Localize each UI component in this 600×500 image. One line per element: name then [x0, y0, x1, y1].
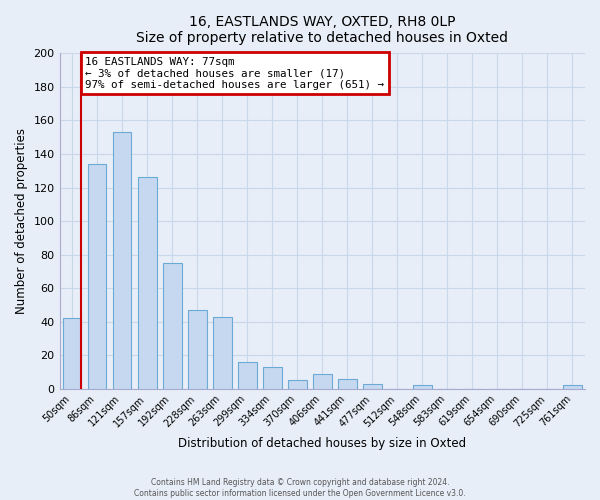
Bar	[113, 132, 131, 389]
Bar	[188, 310, 206, 389]
Bar	[88, 164, 106, 389]
Bar	[62, 318, 82, 389]
Bar	[163, 263, 182, 389]
Text: 16 EASTLANDS WAY: 77sqm
← 3% of detached houses are smaller (17)
97% of semi-det: 16 EASTLANDS WAY: 77sqm ← 3% of detached…	[85, 56, 384, 90]
Bar	[138, 178, 157, 389]
X-axis label: Distribution of detached houses by size in Oxted: Distribution of detached houses by size …	[178, 437, 466, 450]
Bar	[213, 316, 232, 389]
Text: Contains HM Land Registry data © Crown copyright and database right 2024.
Contai: Contains HM Land Registry data © Crown c…	[134, 478, 466, 498]
Bar	[563, 386, 582, 389]
Bar	[263, 367, 281, 389]
Title: 16, EASTLANDS WAY, OXTED, RH8 0LP
Size of property relative to detached houses i: 16, EASTLANDS WAY, OXTED, RH8 0LP Size o…	[136, 15, 508, 45]
Bar	[338, 378, 356, 389]
Y-axis label: Number of detached properties: Number of detached properties	[15, 128, 28, 314]
Bar	[238, 362, 257, 389]
Bar	[363, 384, 382, 389]
Bar	[288, 380, 307, 389]
Bar	[413, 386, 432, 389]
Bar	[313, 374, 332, 389]
